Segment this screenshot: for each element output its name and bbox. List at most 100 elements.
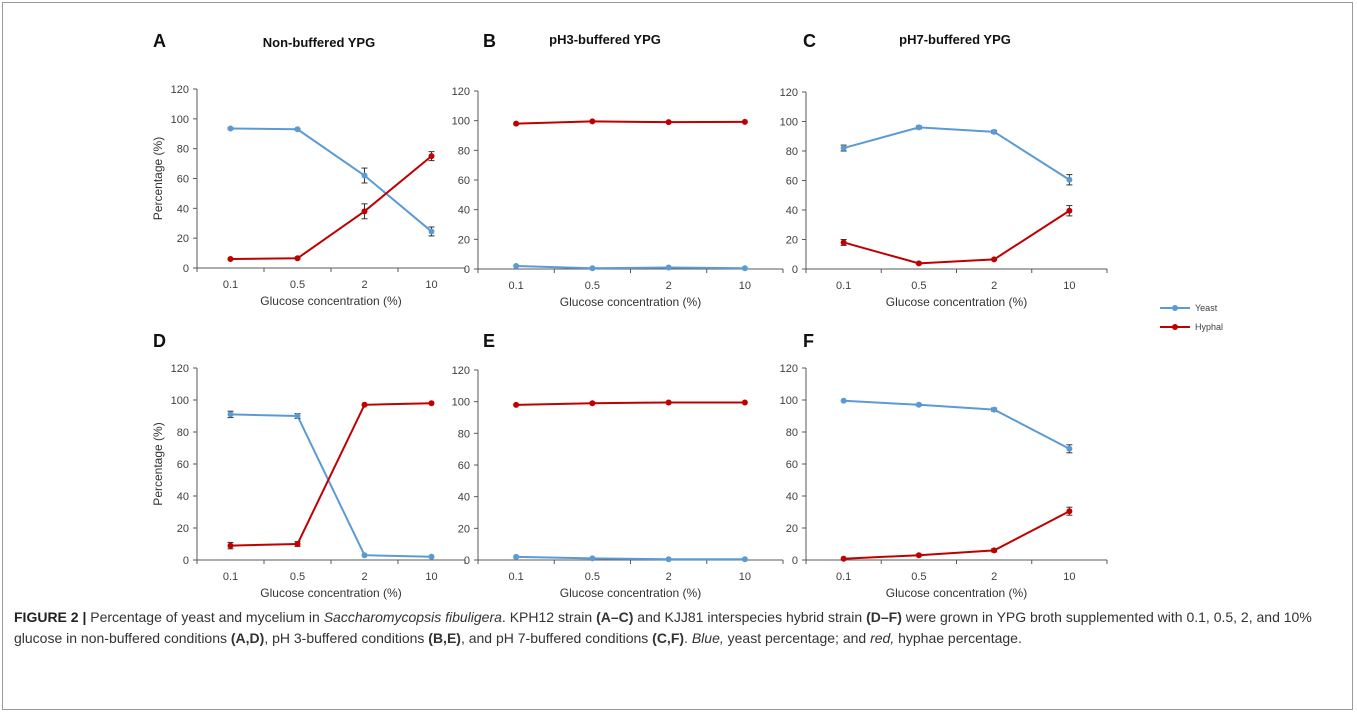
panel-letter-a: A <box>153 31 166 51</box>
data-point-yeast <box>741 265 748 272</box>
panel-letter-e: E <box>483 331 495 351</box>
series-line-hyphal-b <box>516 120 745 125</box>
caption-species: Saccharomycopsis fibuligera <box>323 609 502 625</box>
x-tick-label: 10 <box>1063 280 1075 292</box>
y-tick-label: 60 <box>177 459 189 471</box>
data-point-hyphal <box>428 153 435 160</box>
x-tick-label: 0.5 <box>585 280 600 292</box>
data-point-yeast <box>513 553 520 560</box>
y-tick-label: 20 <box>786 523 798 535</box>
series-line-yeast-f <box>843 399 1070 450</box>
caption-text-6: , and pH 7-buffered conditions <box>460 630 653 646</box>
chart-title-a: Non-buffered YPG <box>263 35 375 50</box>
data-point-yeast <box>840 145 847 152</box>
caption-text-5: , pH 3-buffered conditions <box>264 630 429 646</box>
series-line-hyphal-e <box>516 401 745 406</box>
y-tick-label: 0 <box>183 263 189 275</box>
data-point-hyphal <box>589 118 596 125</box>
data-point-hyphal <box>294 255 301 262</box>
caption-ref-c-f: (C,F) <box>652 630 685 646</box>
x-tick-label: 2 <box>361 279 367 291</box>
series-line-yeast-a <box>230 127 433 233</box>
data-point-yeast <box>513 263 520 270</box>
x-tick-label: 10 <box>425 279 437 291</box>
data-point-hyphal <box>227 256 234 263</box>
y-tick-label: 100 <box>780 395 798 407</box>
y-tick-label: 0 <box>464 264 470 276</box>
y-tick-label: 120 <box>171 84 189 96</box>
y-tick-label: 100 <box>780 117 798 129</box>
caption-label: FIGURE 2 | <box>14 609 87 625</box>
y-tick-label: 40 <box>786 491 798 503</box>
data-point-yeast <box>665 556 672 563</box>
data-point-yeast <box>665 264 672 271</box>
y-tick-label: 40 <box>458 492 470 504</box>
panel-letter-f: F <box>803 331 814 351</box>
x-axis-label-e: Glucose concentration (%) <box>560 586 701 600</box>
caption-blue: Blue, <box>691 630 724 646</box>
x-tick-label: 0.1 <box>223 571 238 583</box>
y-tick-label: 60 <box>786 459 798 471</box>
legend-yeast-label: Yeast <box>1195 303 1218 313</box>
data-point-hyphal <box>665 399 672 406</box>
x-tick-label: 0.1 <box>508 280 523 292</box>
y-tick-label: 80 <box>786 146 798 158</box>
x-tick-label: 0.5 <box>585 571 600 583</box>
x-axis-label-f: Glucose concentration (%) <box>886 586 1027 600</box>
data-point-hyphal <box>991 547 998 554</box>
series-line-yeast-d <box>230 413 432 558</box>
data-point-yeast <box>915 401 922 408</box>
data-point-hyphal <box>1066 207 1073 214</box>
caption-text-1: Percentage of yeast and mycelium in <box>86 609 324 625</box>
data-point-hyphal <box>227 542 234 549</box>
series-line-yeast-b <box>516 265 745 270</box>
data-point-hyphal <box>840 239 847 246</box>
data-point-yeast <box>991 128 998 135</box>
x-tick-label: 0.5 <box>911 280 926 292</box>
data-point-hyphal <box>991 256 998 263</box>
x-tick-label: 2 <box>666 280 672 292</box>
chart-legend: Yeast Hyphal <box>1160 303 1223 332</box>
data-point-yeast <box>227 125 234 132</box>
x-axis-label-d: Glucose concentration (%) <box>260 586 401 600</box>
data-point-yeast <box>840 397 847 404</box>
y-tick-label: 100 <box>452 116 470 128</box>
y-tick-label: 80 <box>458 428 470 440</box>
data-point-hyphal <box>915 552 922 559</box>
figure-caption: FIGURE 2 | Percentage of yeast and mycel… <box>14 607 1342 649</box>
series-line-hyphal-c <box>843 209 1070 265</box>
data-point-yeast <box>361 172 368 179</box>
x-tick-label: 2 <box>361 571 367 583</box>
y-tick-label: 100 <box>171 395 189 407</box>
x-tick-label: 0.5 <box>911 571 926 583</box>
data-point-yeast <box>915 124 922 131</box>
y-tick-label: 60 <box>458 175 470 187</box>
caption-ref-d-f: (D–F) <box>866 609 902 625</box>
panel-letter-d: D <box>153 331 166 351</box>
caption-text-3: and KJJ81 interspecies hybrid strain <box>633 609 867 625</box>
caption-ref-b-e: (B,E) <box>428 630 461 646</box>
panel-e: E 0 20 40 60 80 100 120 0.1 0.5 2 10 Glucose concent… <box>452 331 784 600</box>
caption-ref-a-c: (A–C) <box>596 609 634 625</box>
x-tick-label: 2 <box>991 280 997 292</box>
data-point-yeast <box>294 413 301 419</box>
y-tick-label: 100 <box>452 397 470 409</box>
x-tick-label: 0.1 <box>836 280 851 292</box>
y-tick-label: 120 <box>780 87 798 99</box>
panel-d: D 0 20 40 60 80 100 120 0.1 0.5 2 10 Glucose concent… <box>151 331 466 600</box>
caption-text-4: were grown in YPG broth supplemented wit… <box>14 609 1312 646</box>
y-tick-label: 40 <box>177 491 189 503</box>
x-tick-label: 2 <box>991 571 997 583</box>
y-tick-label: 80 <box>786 427 798 439</box>
panel-letter-c: C <box>803 31 816 51</box>
x-tick-label: 0.5 <box>290 279 305 291</box>
x-axis-label-c: Glucose concentration (%) <box>886 295 1027 309</box>
y-axis-label-a: Percentage (%) <box>151 137 165 220</box>
y-tick-label: 120 <box>452 365 470 377</box>
series-line-hyphal-d <box>230 402 432 547</box>
y-tick-label: 0 <box>792 264 798 276</box>
x-tick-label: 0.5 <box>290 571 305 583</box>
